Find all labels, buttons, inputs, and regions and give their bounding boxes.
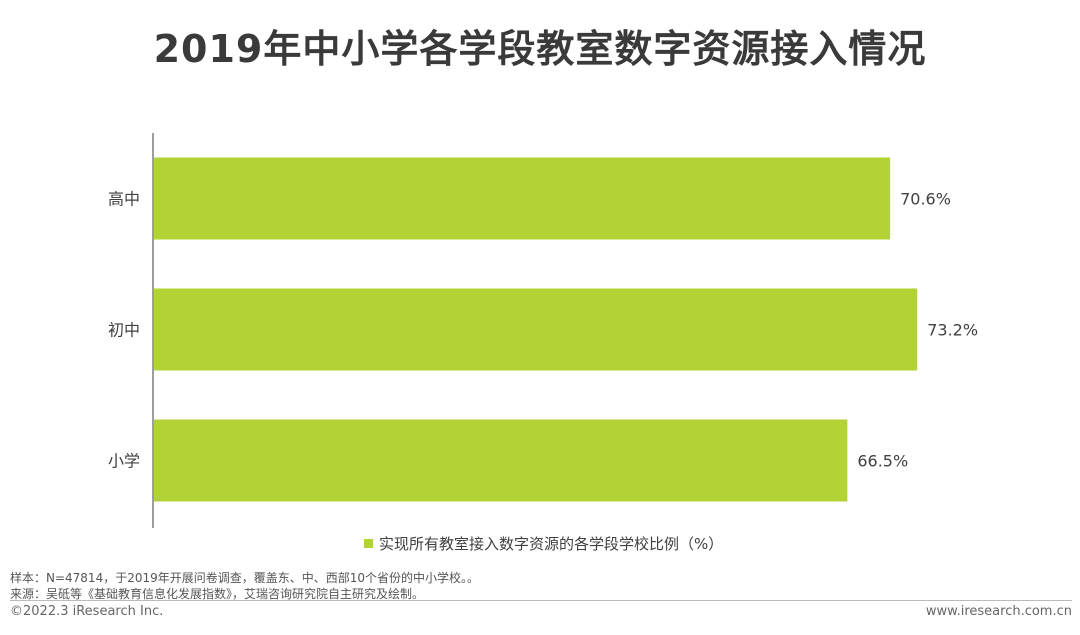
- data-label-0: 70.6%: [900, 190, 951, 209]
- website-link[interactable]: www.iresearch.com.cn: [925, 604, 1072, 619]
- legend: 实现所有教室接入数字资源的各学段学校比例（%）: [364, 532, 723, 554]
- category-label-1: 初中: [108, 321, 140, 340]
- copyright: ©2022.3 iResearch Inc.: [10, 604, 164, 619]
- legend-label: 实现所有教室接入数字资源的各学段学校比例（%）: [379, 534, 724, 553]
- chart-title: 2019年中小学各学段教室数字资源接入情况: [153, 27, 927, 71]
- bar-0: [154, 157, 891, 240]
- sample-note: 样本：N=47814，于2019年开展问卷调查，覆盖东、中、西部10个省份的中小…: [10, 571, 480, 585]
- data-label-2: 66.5%: [857, 452, 908, 471]
- category-label-2: 小学: [108, 452, 140, 471]
- bar-2: [154, 419, 848, 502]
- legend-swatch: [364, 538, 373, 548]
- category-label-0: 高中: [108, 190, 140, 209]
- bar-1: [154, 288, 918, 371]
- bar-chart: 70.6% 高中 73.2% 初中 66.5% 小学: [108, 133, 978, 528]
- data-label-1: 73.2%: [927, 321, 978, 340]
- footer-divider: [10, 600, 1072, 601]
- source-note: 来源：吴砥等《基础教育信息化发展指数》，艾瑞咨询研究院自主研究及绘制。: [10, 587, 425, 601]
